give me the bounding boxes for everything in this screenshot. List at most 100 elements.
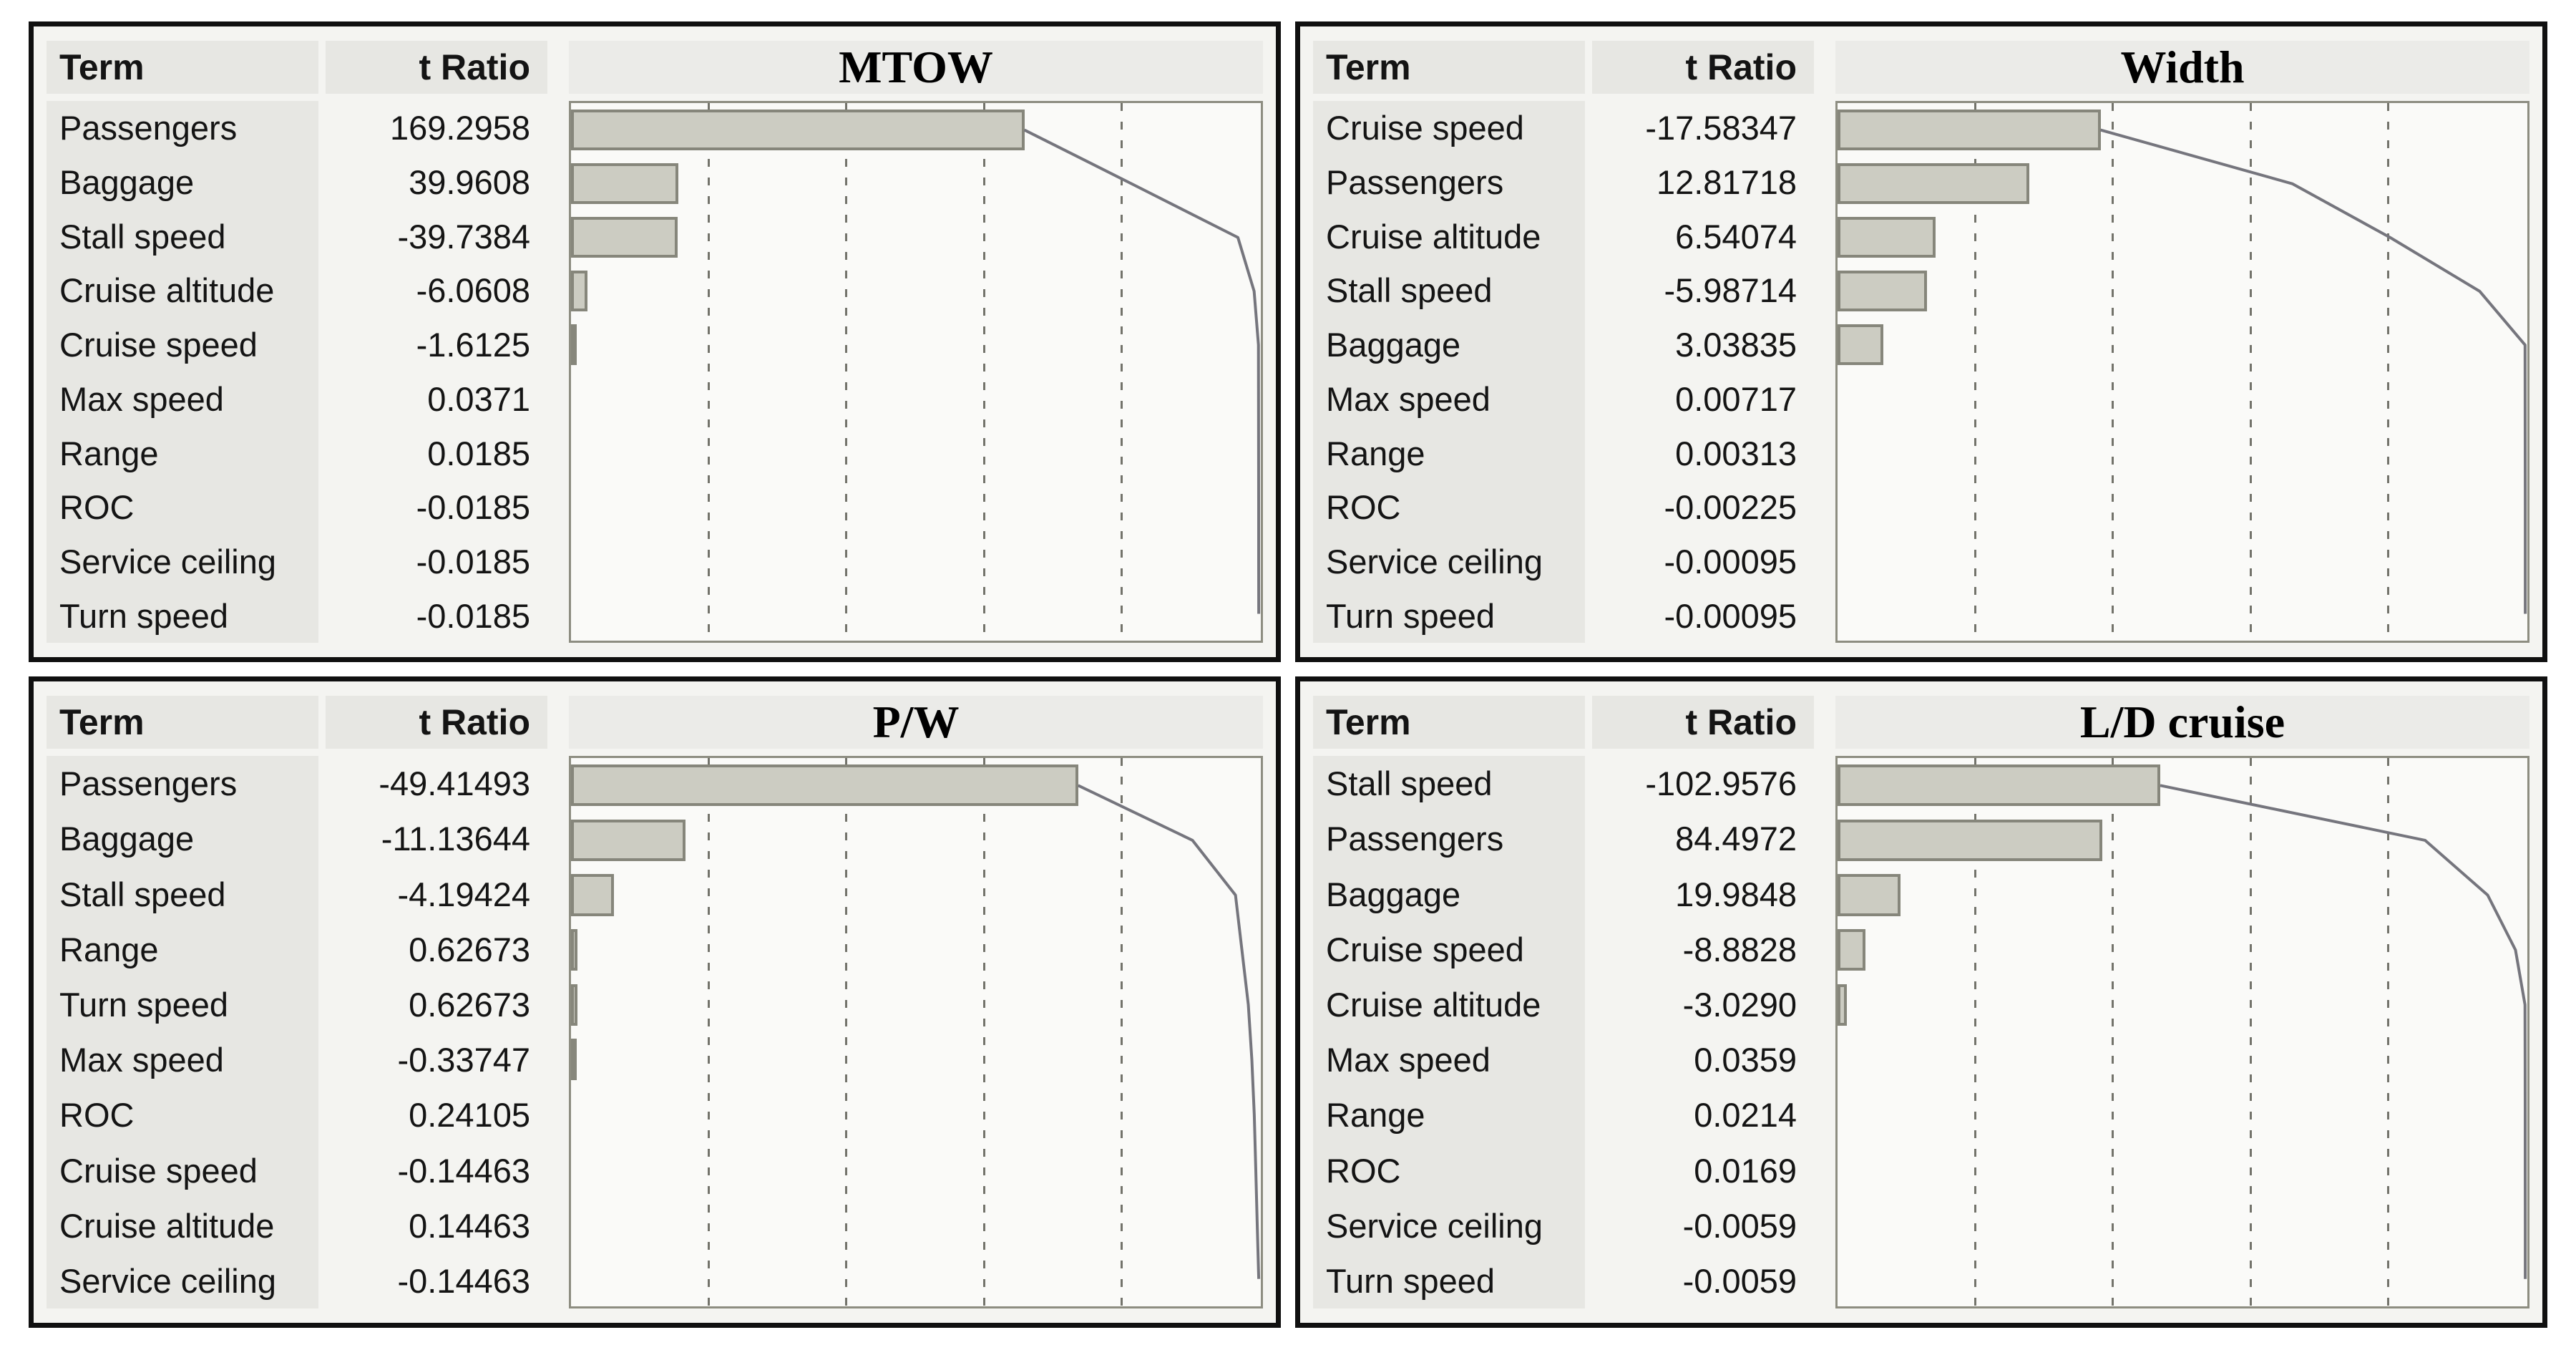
body-row: Passengers Baggage Stall speed Cruise altit…: [47, 101, 1263, 643]
term-column: Stall speed Passengers Baggage Cruise speed…: [1313, 756, 1585, 1308]
term-column: Cruise speed Passengers Cruise altitude Sta…: [1313, 101, 1585, 643]
t-ratio-value: -4.19424: [397, 875, 530, 913]
dashed-gridline: [2386, 103, 2389, 641]
dashed-gridline: [708, 758, 711, 1306]
pareto-plot: [1835, 756, 2529, 1308]
dashed-gridline: [2386, 758, 2389, 1306]
t-ratio-bar: [571, 110, 1025, 151]
t-ratio-bar: [571, 928, 577, 971]
t-ratio-value: -3.0290: [1682, 985, 1797, 1024]
t-ratio-column: -17.58347 12.81718 6.54074 -5.98714 3.03835 0…: [1592, 101, 1814, 643]
term-column-header: Term: [47, 41, 318, 94]
term-label: Stall speed: [59, 217, 226, 256]
bar-row: [571, 868, 1261, 923]
term-label: Turn speed: [59, 596, 229, 635]
dashed-gridline: [1120, 103, 1123, 641]
bar-row: [1838, 868, 2527, 923]
t-ratio-value: 0.0359: [1694, 1041, 1797, 1079]
t-ratio-column-header: t Ratio: [326, 696, 547, 749]
body-row: Stall speed Passengers Baggage Cruise speed…: [1313, 756, 2529, 1308]
cumulative-curve: [571, 758, 1261, 1306]
body-row: Passengers Baggage Stall speed Range Turn sp…: [47, 756, 1263, 1308]
t-ratio-value: -0.00095: [1664, 542, 1797, 581]
chart-title: P/W: [569, 696, 1263, 749]
bar-row: [1838, 977, 2527, 1032]
dashed-gridline: [845, 758, 848, 1306]
t-ratio-column-header: t Ratio: [1592, 696, 1814, 749]
dashed-gridline: [1974, 758, 1977, 1306]
t-ratio-bar: [571, 271, 587, 312]
t-ratio-value: -8.8828: [1682, 930, 1797, 968]
t-ratio-value: 0.00313: [1675, 434, 1797, 472]
t-ratio-value: -0.0185: [416, 596, 530, 635]
t-ratio-value: -6.0608: [416, 271, 530, 310]
term-label: Cruise altitude: [59, 271, 275, 310]
dashed-gridline: [845, 103, 848, 641]
t-ratio-bar: [571, 764, 1078, 807]
bar-row: [571, 318, 1261, 372]
dashed-gridline: [708, 103, 711, 641]
t-ratio-bar: [571, 163, 678, 205]
t-ratio-value: -0.33747: [397, 1041, 530, 1079]
t-ratio-value: -0.0059: [1682, 1261, 1797, 1300]
term-label: Baggage: [59, 163, 195, 202]
t-ratio-bar: [1838, 874, 1901, 916]
bar-row: [571, 977, 1261, 1032]
t-ratio-value: 0.24105: [409, 1096, 530, 1135]
t-ratio-value: 0.0185: [427, 434, 530, 472]
header-row: Term t Ratio MTOW: [47, 41, 1263, 94]
t-ratio-bar: [1838, 324, 1883, 366]
term-column-header: Term: [1313, 696, 1585, 749]
term-label: Turn speed: [1326, 596, 1496, 635]
term-label: Service ceiling: [1326, 1206, 1543, 1245]
t-ratio-value: -39.7384: [397, 217, 530, 256]
dashed-gridline: [2249, 758, 2252, 1306]
term-label: Baggage: [1326, 875, 1461, 913]
term-label: ROC: [1326, 1151, 1401, 1190]
term-label: Cruise speed: [1326, 109, 1524, 147]
term-label: Range: [1326, 1096, 1425, 1135]
t-ratio-value: -49.41493: [379, 764, 530, 803]
t-ratio-column-header: t Ratio: [1592, 41, 1814, 94]
header-row: Term t Ratio L/D cruise: [1313, 696, 2529, 749]
t-ratio-bar: [571, 819, 686, 861]
bar-row: [571, 1032, 1261, 1087]
header-row: Term t Ratio P/W: [47, 696, 1263, 749]
t-ratio-value: -5.98714: [1664, 271, 1797, 310]
bar-row: [571, 210, 1261, 264]
term-label: Baggage: [59, 820, 195, 858]
dashed-gridline: [1974, 103, 1977, 641]
term-label: ROC: [1326, 488, 1401, 527]
t-ratio-value: 84.4972: [1675, 820, 1797, 858]
bar-row: [1838, 758, 2527, 813]
bar-row: [1838, 923, 2527, 978]
t-ratio-value: 3.03835: [1675, 326, 1797, 364]
term-column-header: Term: [1313, 41, 1585, 94]
pareto-panel-p-w: Term t Ratio P/W Passengers Baggage Stall spe…: [29, 676, 1281, 1328]
t-ratio-bar: [571, 324, 577, 366]
body-row: Cruise speed Passengers Cruise altitude Sta…: [1313, 101, 2529, 643]
t-ratio-value: -1.6125: [416, 326, 530, 364]
t-ratio-bar: [1838, 163, 2029, 205]
term-label: Max speed: [59, 1041, 224, 1079]
term-label: Service ceiling: [1326, 542, 1543, 581]
t-ratio-bar: [1838, 819, 2103, 861]
header-row: Term t Ratio Width: [1313, 41, 2529, 94]
t-ratio-value: -0.14463: [397, 1261, 530, 1300]
dashed-gridline: [2112, 103, 2114, 641]
term-label: Max speed: [59, 379, 224, 418]
chart-title: L/D cruise: [1835, 696, 2529, 749]
t-ratio-value: -0.0059: [1682, 1206, 1797, 1245]
term-label: Cruise speed: [1326, 930, 1524, 968]
t-ratio-column: 169.2958 39.9608 -39.7384 -6.0608 -1.6125 0.0…: [326, 101, 547, 643]
t-ratio-value: -0.00225: [1664, 488, 1797, 527]
t-ratio-bar: [571, 984, 577, 1026]
pareto-plot: [569, 756, 1263, 1308]
pareto-panel-width: Term t Ratio Width Cruise speed Passengers Cr…: [1295, 21, 2547, 662]
bar-row: [1838, 813, 2527, 868]
term-label: Cruise altitude: [1326, 217, 1541, 256]
term-label: Turn speed: [59, 985, 229, 1024]
pareto-panel-mtow: Term t Ratio MTOW Passengers Baggage Stall sp…: [29, 21, 1281, 662]
cumulative-curve: [1838, 103, 2527, 641]
t-ratio-value: -0.0185: [416, 542, 530, 581]
